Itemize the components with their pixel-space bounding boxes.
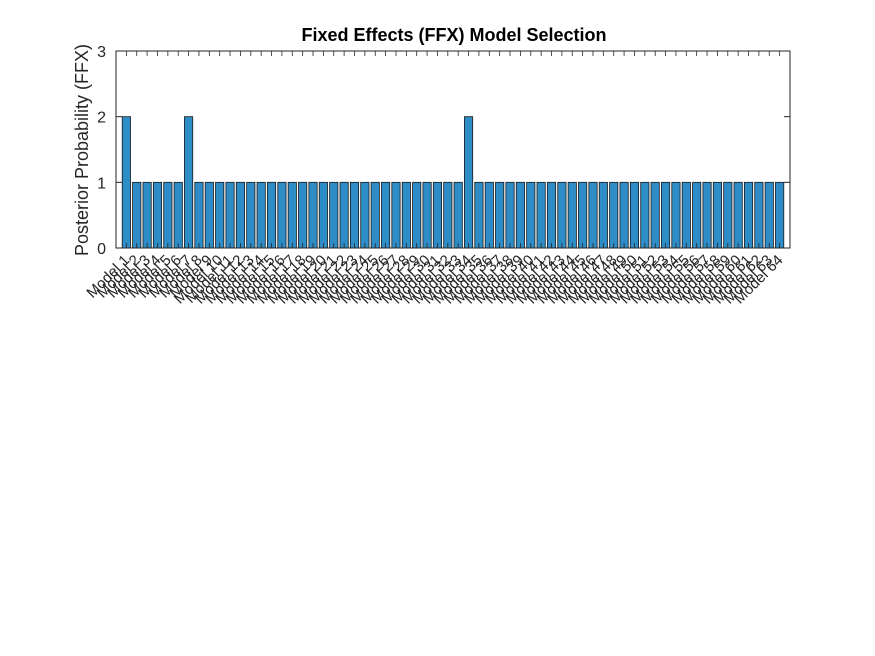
bar-40 [526,181,536,249]
bar-18 [298,181,308,249]
bar-59 [723,181,733,249]
bar-3 [142,181,152,249]
bar-23 [349,181,360,249]
bar-11 [225,181,235,249]
bar-21 [329,181,339,249]
bar-50 [629,181,640,249]
bar-35 [474,181,484,249]
bar-52 [650,181,660,249]
bar-24 [360,181,370,249]
y-axis-label: Posterior Probability (FFX) [72,44,92,256]
bar-37 [495,181,505,249]
bar-39 [515,181,525,249]
bar-47 [598,181,608,249]
bar-41 [536,181,546,249]
bar-22 [339,181,349,249]
bar-4 [152,181,163,249]
chart-title: Fixed Effects (FFX) Model Selection [301,25,606,45]
bar-54 [671,181,681,249]
bar-series [121,116,785,249]
bar-46 [588,181,598,249]
bar-49 [619,181,629,249]
bar-34 [464,116,474,249]
bar-20 [318,181,328,249]
bar-29 [412,181,422,249]
bar-28 [401,181,411,249]
bar-38 [505,181,515,249]
bar-63 [764,181,774,249]
bar-6 [173,181,183,249]
bar-60 [733,181,743,249]
bar-17 [287,181,297,249]
bar-2 [132,181,142,249]
bar-55 [681,181,691,249]
bar-57 [702,181,712,249]
bar-5 [163,181,173,249]
bar-43 [557,181,567,249]
plot-area-frame [115,50,791,249]
bar-51 [640,181,650,249]
y-tick-label-3: 3 [97,44,106,61]
bar-27 [391,181,401,249]
bar-44 [567,181,577,249]
bar-13 [246,181,256,249]
bar-1 [121,116,131,249]
bar-53 [661,181,671,249]
bar-58 [712,181,722,249]
bar-48 [609,181,619,249]
bar-25 [370,181,380,249]
bar-7 [184,116,194,249]
y-tick-label-0: 0 [97,241,106,258]
y-tick-label-2: 2 [97,110,106,127]
bar-36 [484,181,494,249]
bar-14 [256,181,266,249]
bar-12 [235,181,245,249]
bar-31 [432,181,442,249]
bar-9 [204,181,214,249]
bar-8 [194,181,204,249]
y-axis: 0 1 2 3 [97,44,790,258]
bar-16 [277,181,287,249]
bar-45 [578,181,588,249]
bar-33 [453,181,463,249]
bar-30 [422,181,432,249]
bar-32 [443,181,453,249]
bar-10 [215,181,225,249]
bar-62 [754,181,764,249]
bar-64 [775,181,785,249]
bar-26 [381,181,391,249]
bar-15 [266,181,277,249]
bar-61 [743,181,754,249]
y-tick-label-1: 1 [97,175,106,192]
bar-19 [308,181,318,249]
bar-56 [692,181,702,249]
bar-42 [546,181,557,249]
